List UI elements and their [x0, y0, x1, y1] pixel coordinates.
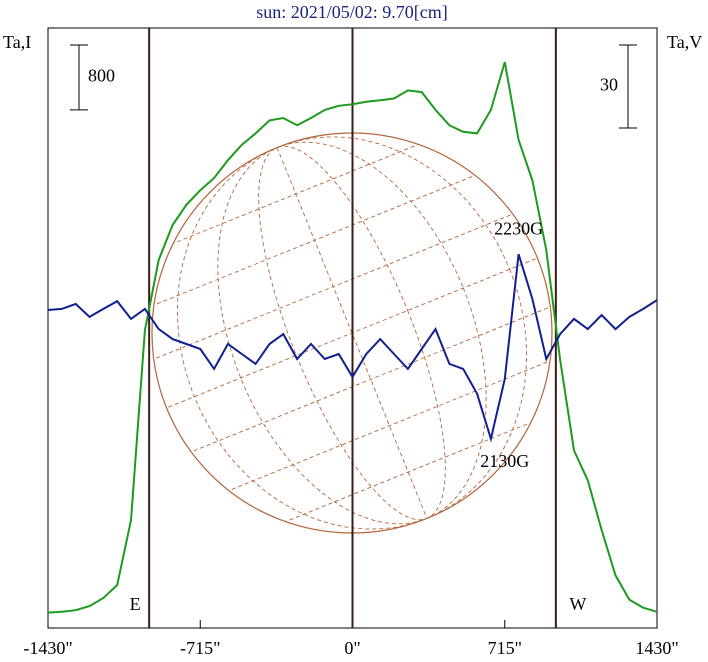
scale-bar-label: 800	[88, 66, 115, 86]
x-tick-label: 715"	[488, 638, 522, 658]
series-line	[47, 253, 658, 443]
solar-disk	[99, 115, 602, 552]
annotation: 2230G	[494, 218, 543, 238]
limb-label: W	[569, 594, 586, 614]
limb-label: E	[130, 594, 141, 614]
y2-axis-label: Ta,V	[667, 32, 702, 52]
series-line	[47, 61, 658, 614]
x-tick-label: -715"	[180, 638, 220, 658]
x-tick-label: 0"	[344, 638, 360, 658]
chart-title: sun: 2021/05/02: 9.70[cm]	[256, 2, 448, 22]
y-axis-label: Ta,I	[3, 32, 31, 52]
annotation: 2130G	[480, 451, 529, 471]
scale-bar-label: 30	[600, 75, 618, 95]
x-tick-label: -1430"	[23, 638, 72, 658]
x-tick-label: 1430"	[635, 638, 678, 658]
